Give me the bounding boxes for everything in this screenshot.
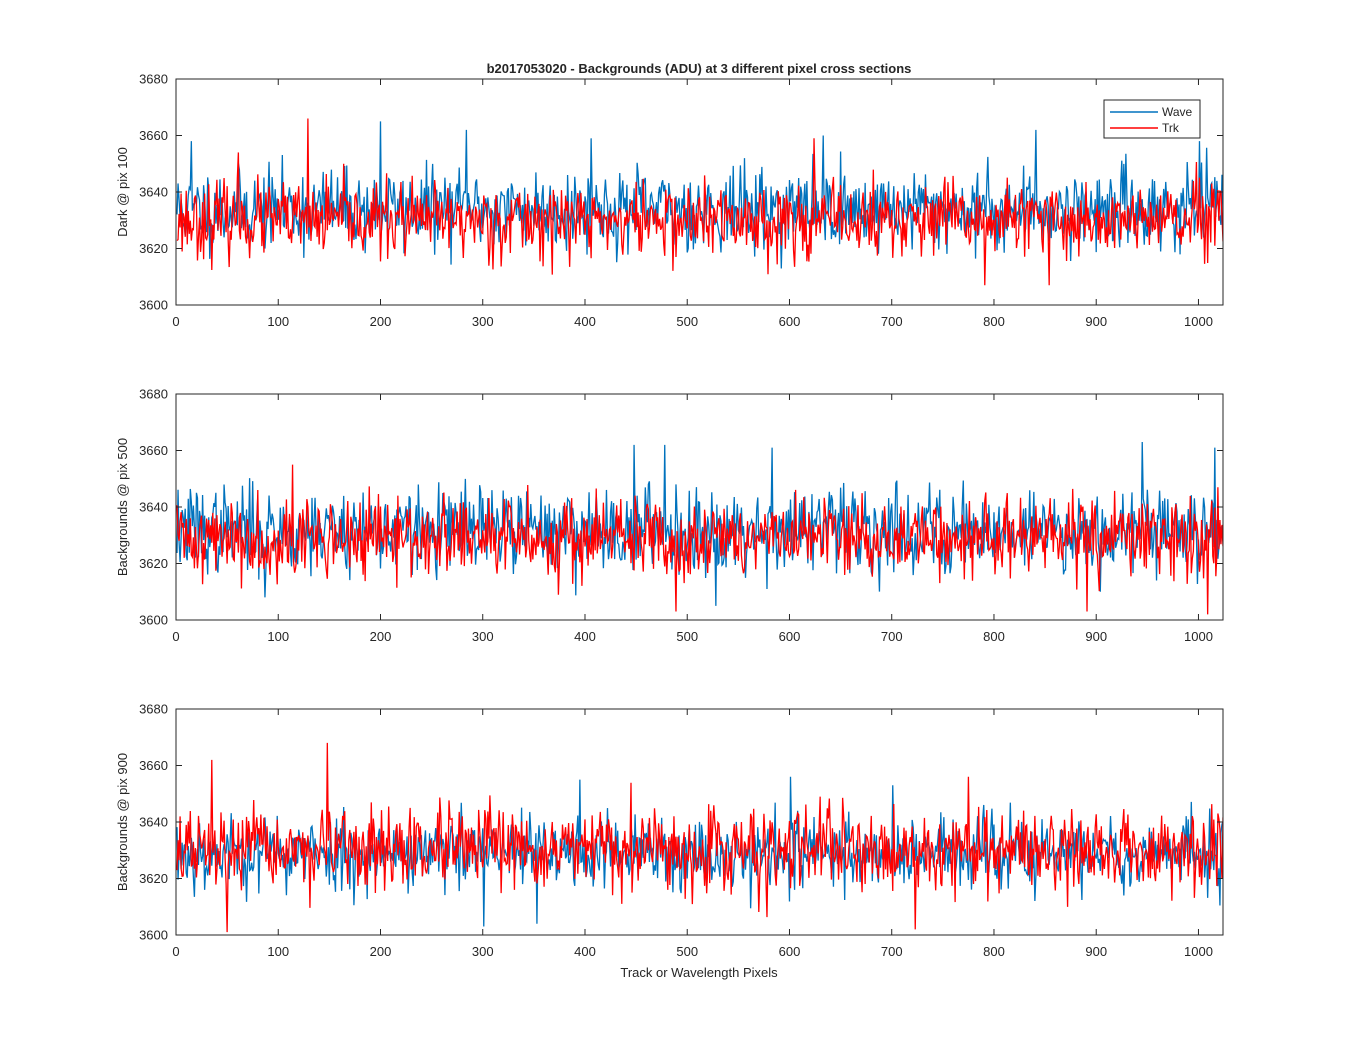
legend-box — [1103, 99, 1201, 139]
x-tick-label-200: 200 — [370, 314, 392, 329]
x-tick-label-900: 900 — [1085, 314, 1107, 329]
x-tick-label-0: 0 — [172, 944, 179, 959]
y-tick-label-3680: 3680 — [139, 387, 168, 402]
y-axis-label-panel-3: Backgrounds @ pix 900 — [115, 753, 130, 891]
x-tick-label-700: 700 — [881, 629, 903, 644]
x-tick-label-1000: 1000 — [1184, 314, 1213, 329]
x-tick-label-200: 200 — [370, 944, 392, 959]
x-tick-label-200: 200 — [370, 629, 392, 644]
y-tick-label-3660: 3660 — [139, 128, 168, 143]
x-tick-label-400: 400 — [574, 314, 596, 329]
x-tick-label-300: 300 — [472, 629, 494, 644]
x-tick-label-100: 100 — [267, 314, 289, 329]
y-axis-label-panel-1: Dark @ pix 100 — [115, 147, 130, 237]
series-line-trk-panel-3 — [176, 742, 1223, 933]
x-tick-label-300: 300 — [472, 944, 494, 959]
x-tick-label-0: 0 — [172, 314, 179, 329]
legend-wave-label: Wave — [1162, 105, 1193, 119]
chart-title: b2017053020 - Backgrounds (ADU) at 3 dif… — [487, 61, 912, 76]
y-tick-label-3680: 3680 — [139, 72, 168, 87]
x-tick-label-1000: 1000 — [1184, 944, 1213, 959]
x-tick-label-300: 300 — [472, 314, 494, 329]
legend-trk-label: Trk — [1162, 121, 1180, 135]
y-tick-label-3640: 3640 — [139, 500, 168, 515]
x-tick-label-100: 100 — [267, 944, 289, 959]
series-line-trk-panel-2 — [176, 464, 1223, 615]
axes-root: 0 100 200 300 400 500 600 700 800 900 100036003620… — [115, 72, 1224, 959]
axes-panel-2: 0 100 200 300 400 500 600 700 800 900 1000 3600 3620… — [115, 387, 1224, 644]
series-line-trk-panel-1 — [176, 118, 1223, 286]
x-tick-label-800: 800 — [983, 314, 1005, 329]
x-tick-label-800: 800 — [983, 629, 1005, 644]
x-tick-label-0: 0 — [172, 629, 179, 644]
series-line-wave-panel-2 — [176, 442, 1223, 606]
y-tick-label-3660: 3660 — [139, 443, 168, 458]
legend: Wave Trk — [1103, 99, 1201, 139]
x-tick-label-900: 900 — [1085, 629, 1107, 644]
y-tick-label-3600: 3600 — [139, 613, 168, 628]
x-tick-label-900: 900 — [1085, 944, 1107, 959]
y-tick-label-3620: 3620 — [139, 871, 168, 886]
x-axis-label: Track or Wavelength Pixels — [620, 965, 778, 980]
x-tick-label-600: 600 — [779, 944, 801, 959]
y-tick-label-3620: 3620 — [139, 556, 168, 571]
axes-panel-1: 0 100 200 300 400 500 600 700 800 900 1000 3600 3620… — [115, 72, 1224, 329]
x-tick-label-800: 800 — [983, 944, 1005, 959]
x-tick-label-600: 600 — [779, 629, 801, 644]
x-tick-label-1000: 1000 — [1184, 629, 1213, 644]
y-tick-label-3640: 3640 — [139, 185, 168, 200]
x-tick-label-500: 500 — [676, 314, 698, 329]
y-tick-label-3600: 3600 — [139, 298, 168, 313]
x-tick-label-500: 500 — [676, 944, 698, 959]
y-axis-label-panel-2: Backgrounds @ pix 500 — [115, 438, 130, 576]
x-tick-label-700: 700 — [881, 944, 903, 959]
x-tick-label-100: 100 — [267, 629, 289, 644]
y-tick-label-3660: 3660 — [139, 758, 168, 773]
x-tick-label-500: 500 — [676, 629, 698, 644]
y-tick-label-3640: 3640 — [139, 815, 168, 830]
x-tick-label-400: 400 — [574, 629, 596, 644]
axes-panel-3: 0 100 200 300 400 500 600 700 800 900 1000 3600 3620… — [115, 702, 1224, 959]
x-tick-label-400: 400 — [574, 944, 596, 959]
y-tick-label-3680: 3680 — [139, 702, 168, 717]
x-tick-label-600: 600 — [779, 314, 801, 329]
x-tick-label-700: 700 — [881, 314, 903, 329]
y-tick-label-3600: 3600 — [139, 928, 168, 943]
y-tick-label-3620: 3620 — [139, 241, 168, 256]
